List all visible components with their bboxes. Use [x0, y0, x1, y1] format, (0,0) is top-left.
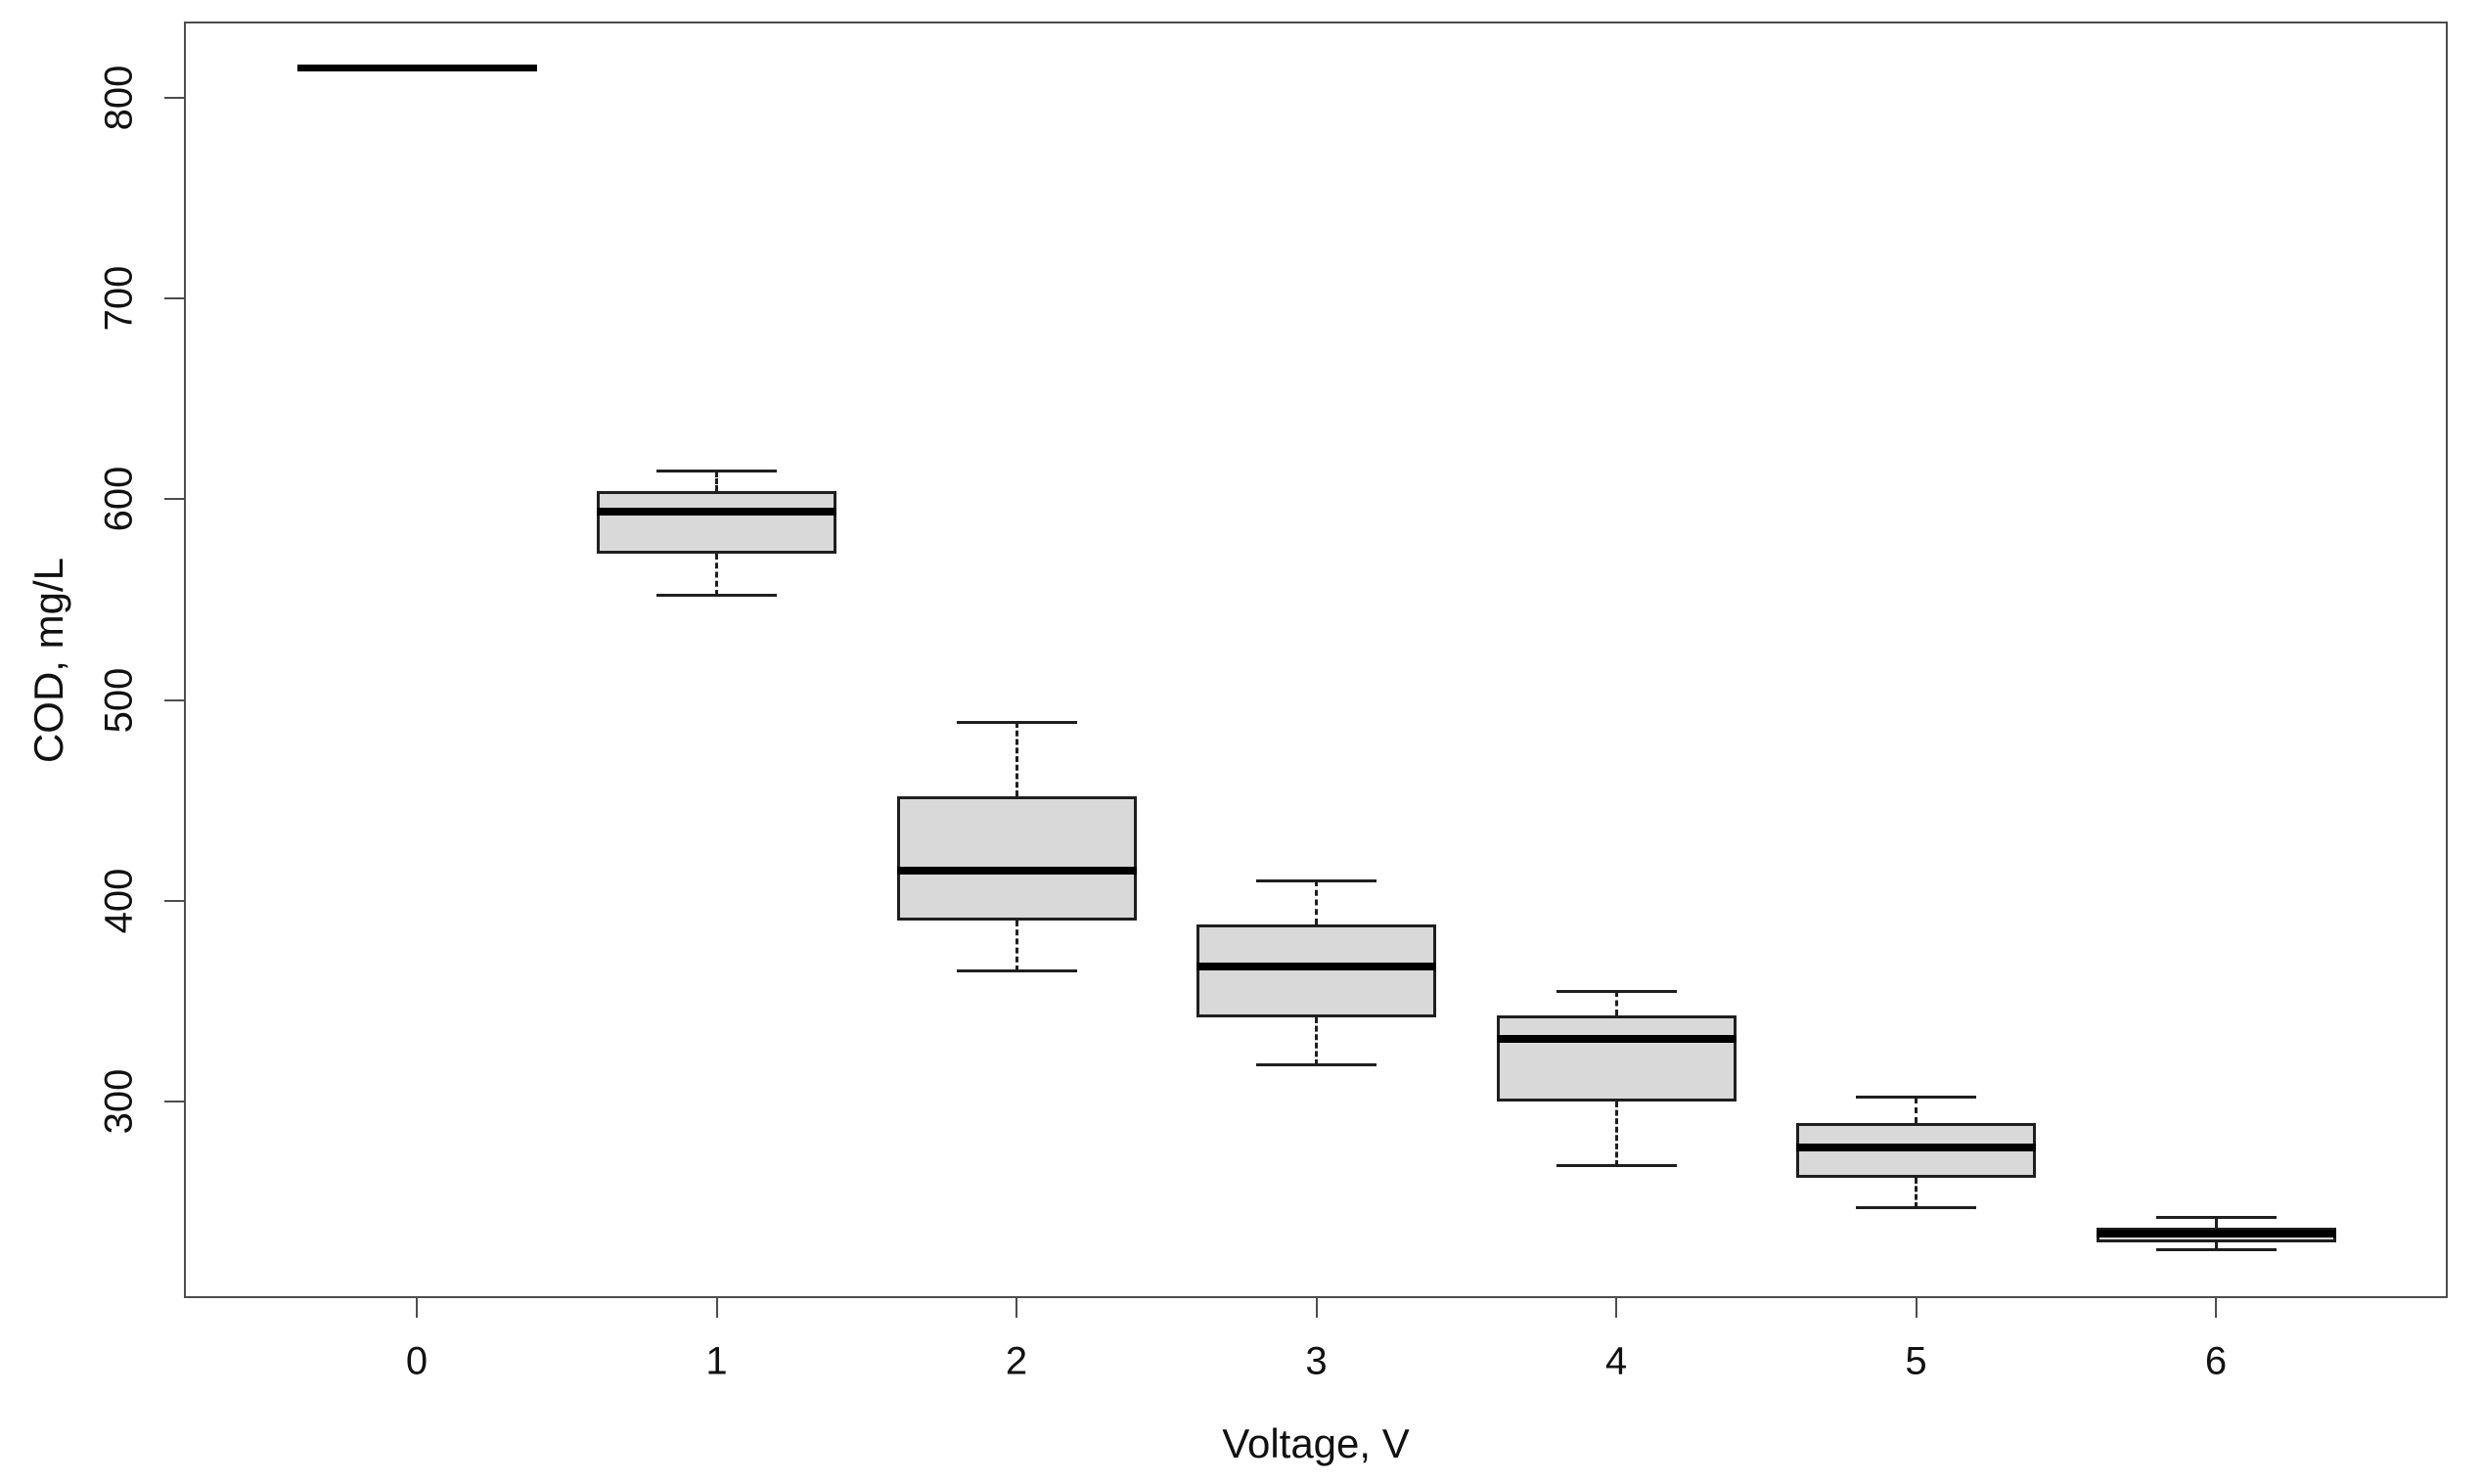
y-tick-label: 800 [97, 65, 141, 131]
upper-whisker-cap [1856, 1096, 1976, 1100]
median-line [1196, 963, 1436, 971]
upper-whisker-line [2214, 1217, 2218, 1229]
iqr-box [1196, 924, 1436, 1017]
x-tick-label: 4 [1604, 1339, 1628, 1383]
x-tick-mark [715, 1298, 718, 1318]
y-tick-mark [164, 698, 184, 701]
y-tick-label: 400 [97, 868, 141, 934]
iqr-box [1496, 1014, 1737, 1102]
lower-whisker-line [1614, 1101, 1618, 1166]
upper-whisker-line [1915, 1097, 1918, 1124]
x-tick-label: 5 [1905, 1339, 1927, 1383]
y-tick-mark [164, 498, 184, 501]
x-tick-label: 6 [2204, 1339, 2228, 1383]
median-line [1796, 1144, 2036, 1152]
y-tick-label: 300 [97, 1068, 141, 1135]
x-tick-mark [1315, 1298, 1318, 1318]
lower-whisker-line [715, 553, 718, 596]
lower-whisker-cap [1856, 1206, 1976, 1210]
x-tick-mark [1015, 1298, 1017, 1318]
upper-whisker-cap [956, 720, 1077, 724]
median-line [296, 64, 537, 71]
x-tick-mark [1615, 1298, 1617, 1318]
upper-whisker-line [1315, 880, 1318, 925]
lower-whisker-cap [956, 969, 1077, 973]
x-tick-mark [416, 1298, 418, 1318]
x-axis-label: Voltage, V [1222, 1420, 1410, 1466]
lower-whisker-cap [2155, 1248, 2277, 1252]
y-tick-mark [164, 899, 184, 902]
lower-whisker-line [1315, 1016, 1318, 1065]
lower-whisker-cap [1556, 1164, 1677, 1168]
y-tick-mark [164, 297, 184, 300]
upper-whisker-line [1015, 722, 1018, 796]
upper-whisker-cap [1256, 878, 1376, 882]
upper-whisker-cap [1556, 989, 1677, 993]
upper-whisker-cap [656, 470, 777, 473]
x-tick-label: 1 [705, 1339, 728, 1383]
y-axis-label: COD, mg/L [25, 557, 71, 763]
median-line [896, 866, 1137, 875]
plot-area [184, 22, 2448, 1298]
x-tick-label: 3 [1305, 1339, 1328, 1383]
lower-whisker-line [1015, 921, 1018, 971]
lower-whisker-line [1915, 1177, 1918, 1208]
upper-whisker-line [1614, 991, 1618, 1015]
y-tick-label: 600 [97, 466, 141, 532]
median-line [1496, 1035, 1737, 1044]
x-tick-mark [2215, 1298, 2217, 1318]
x-tick-label: 0 [405, 1339, 429, 1383]
x-tick-mark [1915, 1298, 1918, 1318]
x-tick-label: 2 [1005, 1339, 1028, 1383]
iqr-box [597, 491, 836, 554]
median-line [2096, 1230, 2336, 1238]
upper-whisker-line [715, 471, 718, 492]
y-tick-label: 500 [97, 667, 141, 733]
lower-whisker-line [2214, 1241, 2218, 1250]
upper-whisker-cap [2155, 1216, 2277, 1220]
iqr-box [896, 796, 1137, 922]
lower-whisker-cap [1256, 1063, 1376, 1067]
lower-whisker-cap [656, 594, 777, 598]
median-line [597, 507, 836, 516]
y-tick-mark [164, 96, 184, 99]
y-tick-label: 700 [97, 265, 141, 332]
y-tick-mark [164, 1100, 184, 1102]
